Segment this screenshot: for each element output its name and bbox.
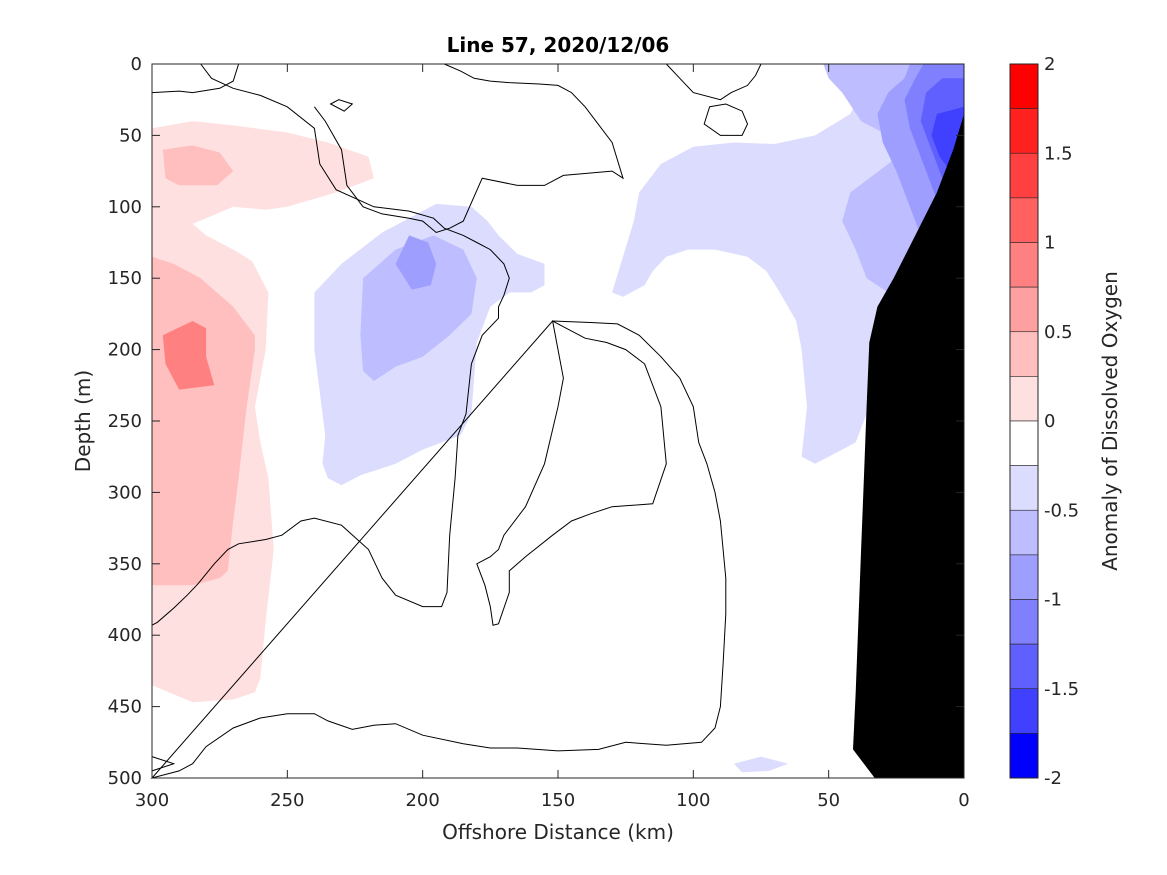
colorbar-tick-label: -0.5: [1044, 500, 1079, 521]
y-tick-label: 100: [108, 197, 142, 218]
zero-contour-bottom: [151, 756, 176, 772]
y-tick-label: 0: [131, 54, 142, 75]
colorbar-tick-label: -1: [1044, 590, 1062, 611]
colorbar-segment: [1009, 376, 1039, 422]
colorbar-segment: [1009, 554, 1039, 600]
zero-contour-middle-loop: [150, 320, 727, 779]
colorbar-segment: [1009, 420, 1039, 466]
colorbar-tick-label: 0.5: [1044, 322, 1073, 343]
y-tick-label: 200: [108, 340, 142, 361]
colorbar-segment: [1009, 63, 1039, 109]
zero-contour-mid-inner: [476, 320, 667, 626]
y-tick-label: 50: [119, 125, 142, 146]
colorbar-tick-label: -2: [1044, 768, 1062, 789]
colorbar-tick-label: 1.5: [1044, 143, 1073, 164]
y-tick-label: 450: [108, 697, 142, 718]
y-axis-label: Depth (m): [71, 370, 95, 472]
x-tick-label: 50: [817, 790, 840, 811]
colorbar-tick-label: -1.5: [1044, 679, 1079, 700]
contour-fill-pos-mid-upper: [162, 145, 234, 186]
x-tick-label: 300: [135, 790, 169, 811]
colorbar-segment: [1009, 286, 1039, 333]
colorbar-segment: [1009, 599, 1039, 645]
colorbar-segment: [1009, 643, 1039, 690]
y-tick-label: 250: [108, 411, 142, 432]
y-tick-label: 400: [108, 625, 142, 646]
colorbar-segment: [1009, 509, 1039, 556]
x-tick-label: 100: [676, 790, 710, 811]
y-tick-label: 500: [108, 768, 142, 789]
y-tick-label: 300: [108, 482, 142, 503]
colorbar-tick-label: 2: [1044, 54, 1055, 75]
x-tick-label: 150: [541, 790, 575, 811]
colorbar-segment: [1009, 152, 1039, 199]
land-mask: [853, 114, 964, 778]
zero-contour-east-loop: [703, 103, 749, 136]
colorbar: 2 1.5 1 0.5 0 -0.5 -1 -1.5 -2: [1009, 54, 1079, 789]
colorbar-segment: [1009, 108, 1039, 154]
x-axis-label: Offshore Distance (km): [442, 820, 674, 844]
colorbar-segment: [1009, 688, 1039, 734]
zero-contour-upper-east: [314, 63, 624, 234]
colorbar-tick-label: 0: [1044, 411, 1055, 432]
colorbar-segment: [1009, 242, 1039, 288]
colorbar-segment: [1009, 331, 1039, 377]
zero-contour-east-upper: [665, 63, 762, 101]
zero-contour-small-loop: [329, 99, 354, 112]
colorbar-segment: [1009, 197, 1039, 243]
x-tick-label: 250: [270, 790, 304, 811]
y-tick-label: 150: [108, 268, 142, 289]
contour-fill-neg-mid: [360, 235, 477, 381]
contour-fill-pos-inner: [162, 321, 215, 390]
contour-fill-neg-small: [733, 756, 789, 773]
colorbar-segment: [1009, 733, 1039, 779]
colorbar-label: Anomaly of Dissolved Oxygen: [1098, 271, 1122, 571]
zero-contour-main: [151, 63, 240, 94]
x-axis: 300 250 200 150 100 50 0: [135, 64, 970, 811]
colorbar-frame: [1009, 63, 1039, 779]
colorbar-segment: [1009, 465, 1039, 511]
y-axis: 0 50 100 150 200 250 300 350 400 450 500: [108, 54, 964, 789]
y-tick-label: 350: [108, 554, 142, 575]
contour-fill-neg-core: [395, 235, 437, 290]
chart-title: Line 57, 2020/12/06: [447, 33, 670, 57]
x-tick-label: 0: [958, 790, 969, 811]
colorbar-tick-label: 1: [1044, 233, 1055, 254]
plot-area: [150, 63, 964, 779]
zero-contour-upper: [151, 63, 510, 626]
x-tick-label: 200: [405, 790, 439, 811]
